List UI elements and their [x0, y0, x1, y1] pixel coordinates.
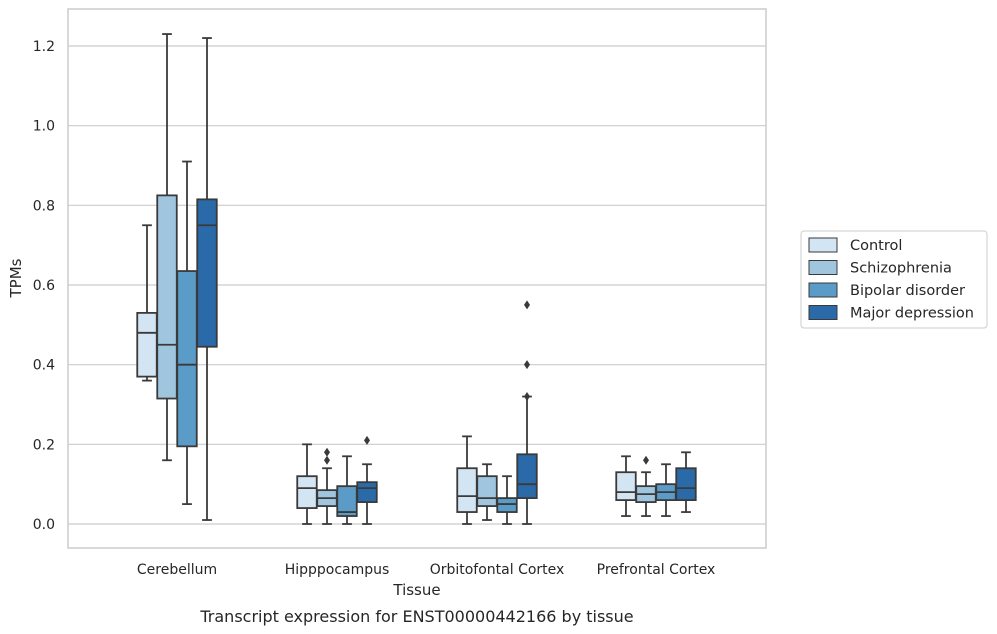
box-orbitofontal-cortex-control — [456, 435, 478, 525]
legend-item: Schizophrenia — [808, 260, 952, 277]
iqr-box — [136, 311, 158, 378]
legend-label: Control — [850, 238, 902, 254]
iqr-box — [356, 481, 378, 503]
y-tick-label: 0.2 — [33, 437, 55, 453]
box-cerebellum-schizophrenia — [156, 33, 178, 462]
box-orbitofontal-cortex-schizophrenia — [476, 463, 498, 521]
y-tick-label: 1.2 — [33, 39, 55, 55]
iqr-box — [456, 467, 478, 513]
y-tick-labels: 0.0 0.2 0.4 0.6 0.8 1.0 1.2 — [33, 39, 55, 533]
x-tick-labels: Cerebellum Hipppocampus Orbitofontal Corte… — [137, 562, 715, 578]
outlier-point — [524, 392, 530, 402]
box-prefrontal-cortex-bipolar-disorder — [655, 463, 677, 517]
y-axis-label: TPMs — [7, 258, 25, 298]
x-tick-label: Orbitofontal Cortex — [430, 562, 565, 578]
y-tick-label: 0.8 — [33, 198, 55, 214]
legend-swatch — [808, 237, 838, 253]
outlier-point — [324, 447, 330, 457]
x-tick-label: Hipppocampus — [285, 562, 390, 578]
y-tick-label: 0.6 — [33, 278, 55, 294]
iqr-box — [496, 497, 518, 513]
box-cerebellum-major-depression — [196, 37, 218, 521]
iqr-box — [476, 475, 498, 507]
iqr-box — [176, 270, 198, 448]
box-orbitofontal-cortex-bipolar-disorder — [496, 475, 518, 525]
chart-caption: Transcript expression for ENST0000044216… — [199, 607, 633, 626]
legend-label: Major depression — [850, 306, 974, 322]
legend: Control Schizophrenia Bipolar disorder Majo… — [800, 230, 988, 329]
x-tick-label: Cerebellum — [137, 562, 217, 578]
box-orbitofontal-cortex-major-depression — [516, 300, 538, 525]
outlier-point — [524, 300, 530, 310]
box-prefrontal-cortex-control — [615, 455, 637, 517]
iqr-box — [296, 475, 318, 509]
outlier-point — [643, 455, 649, 465]
box-prefrontal-cortex-schizophrenia — [635, 455, 657, 517]
box-hipppocampus-major-depression — [356, 435, 378, 525]
box-groups — [136, 33, 697, 525]
y-tick-label: 0.0 — [33, 517, 55, 533]
outlier-point — [364, 435, 370, 445]
iqr-box — [615, 471, 637, 502]
x-tick-label: Prefrontal Cortex — [597, 562, 716, 578]
box-prefrontal-cortex-major-depression — [675, 451, 697, 513]
box-hipppocampus-schizophrenia — [316, 447, 338, 525]
outlier-point — [524, 360, 530, 370]
y-tick-label: 0.4 — [33, 358, 55, 374]
legend-label: Bipolar disorder — [850, 283, 965, 299]
plot-frame — [67, 8, 767, 549]
box-cerebellum-bipolar-disorder — [176, 160, 198, 505]
legend-item: Control — [808, 237, 902, 254]
legend-label: Schizophrenia — [850, 261, 952, 277]
legend-swatch — [808, 305, 838, 320]
iqr-box — [516, 453, 538, 500]
legend-frame — [800, 230, 988, 329]
box-hipppocampus-control — [296, 443, 318, 525]
iqr-box — [156, 194, 178, 400]
outlier-point — [324, 455, 330, 465]
legend-item: Major depression — [808, 305, 974, 322]
box-cerebellum-control — [136, 224, 158, 382]
legend-swatch — [808, 282, 838, 298]
y-tick-label: 1.0 — [33, 119, 55, 135]
iqr-box — [675, 467, 697, 502]
legend-item: Bipolar disorder — [808, 282, 965, 299]
iqr-box — [196, 198, 218, 348]
legend-swatch — [808, 260, 838, 275]
box-hipppocampus-bipolar-disorder — [336, 455, 358, 525]
x-axis-label: Tissue — [392, 581, 440, 599]
